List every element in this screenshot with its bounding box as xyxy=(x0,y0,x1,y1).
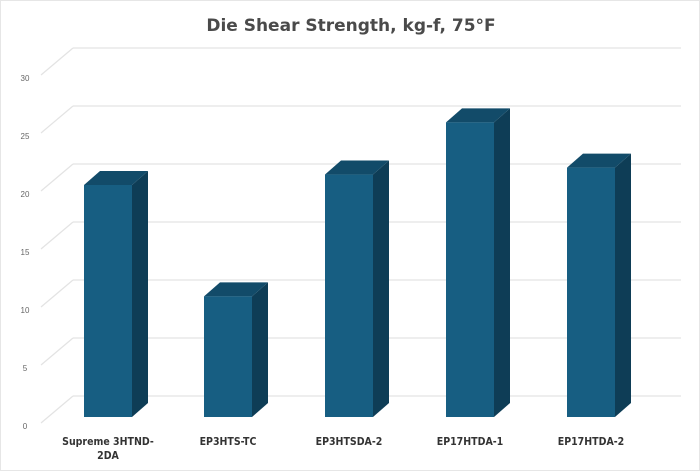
y-tick-label: 10 xyxy=(21,306,30,315)
x-tick-label: EP17HTDA-1 xyxy=(437,436,504,448)
gridline-diagonal xyxy=(40,279,74,308)
bar-side xyxy=(373,160,389,417)
bar-side xyxy=(252,282,268,417)
gridline-diagonal xyxy=(40,395,74,424)
bar xyxy=(446,122,494,418)
chart-title: Die Shear Strength, kg-f, 75°F xyxy=(206,16,495,36)
y-tick-label: 0 xyxy=(23,422,28,431)
y-tick-label: 5 xyxy=(23,364,28,373)
gridline-diagonal xyxy=(40,163,74,192)
x-tick-label: 2DA xyxy=(97,450,119,462)
gridline-diagonal xyxy=(40,47,74,76)
x-tick-label: Supreme 3HTND- xyxy=(62,436,154,448)
y-tick-label: 20 xyxy=(21,190,30,199)
bar xyxy=(325,174,373,417)
x-tick-label: EP3HTS-TC xyxy=(200,436,257,448)
bar-top xyxy=(84,171,148,185)
bar xyxy=(567,167,615,417)
bar-side xyxy=(615,153,631,417)
gridline-diagonal xyxy=(40,337,74,366)
bar-top xyxy=(204,282,268,297)
bar xyxy=(204,296,252,417)
bar-top xyxy=(446,108,510,123)
bar xyxy=(84,185,132,417)
y-tick-label: 30 xyxy=(21,74,30,83)
y-tick-label: 15 xyxy=(21,248,30,257)
bar-top xyxy=(325,160,389,175)
bar-side xyxy=(494,108,510,418)
y-tick-label: 25 xyxy=(21,132,30,141)
bar-side xyxy=(132,171,148,417)
bar-top xyxy=(567,153,631,168)
x-tick-label: EP3HTSDA-2 xyxy=(316,436,383,448)
gridline-diagonal xyxy=(40,105,74,134)
gridline-diagonal xyxy=(40,221,74,250)
x-tick-label: EP17HTDA-2 xyxy=(558,436,625,448)
